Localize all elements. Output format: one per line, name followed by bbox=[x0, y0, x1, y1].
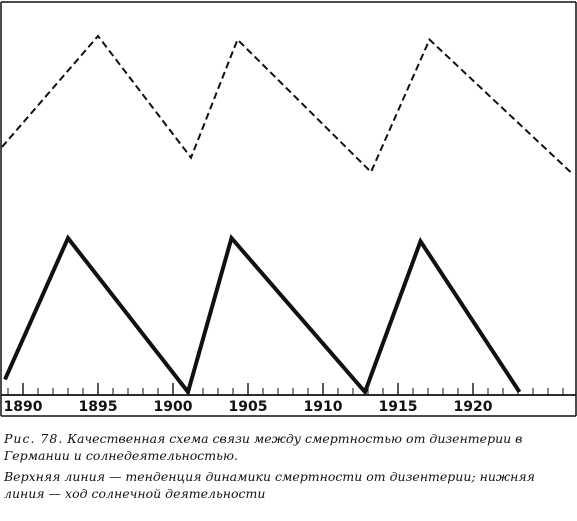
x-tick-label-1890: 1890 bbox=[4, 399, 43, 415]
series-line-dashed bbox=[1, 34, 572, 174]
chart: 1890 1895 1900 1905 1910 1915 1920 bbox=[0, 1, 577, 417]
caption-label: Рис. 78. bbox=[4, 431, 64, 446]
x-tick-label-1895: 1895 bbox=[79, 399, 118, 415]
x-tick-label-1920: 1920 bbox=[454, 399, 493, 415]
x-tick-label-1905: 1905 bbox=[229, 399, 268, 415]
x-axis-ticks bbox=[7, 383, 564, 395]
x-tick-label-1900: 1900 bbox=[154, 399, 193, 415]
x-tick-label-1915: 1915 bbox=[379, 399, 418, 415]
figure-caption: Рис. 78. Качественная схема связи между … bbox=[0, 430, 577, 464]
note-text: Верхняя линия — тенденция динамики смерт… bbox=[4, 469, 535, 501]
x-tick-label-1910: 1910 bbox=[304, 399, 343, 415]
caption-text: Качественная схема связи между смертност… bbox=[4, 431, 523, 463]
chart-frame bbox=[0, 1, 577, 417]
chart-series bbox=[1, 34, 572, 397]
x-axis-tick-labels: 1890 1895 1900 1905 1910 1915 1920 bbox=[4, 399, 493, 415]
series-line-solid bbox=[3, 233, 522, 397]
figure-note: Верхняя линия — тенденция динамики смерт… bbox=[0, 468, 577, 502]
